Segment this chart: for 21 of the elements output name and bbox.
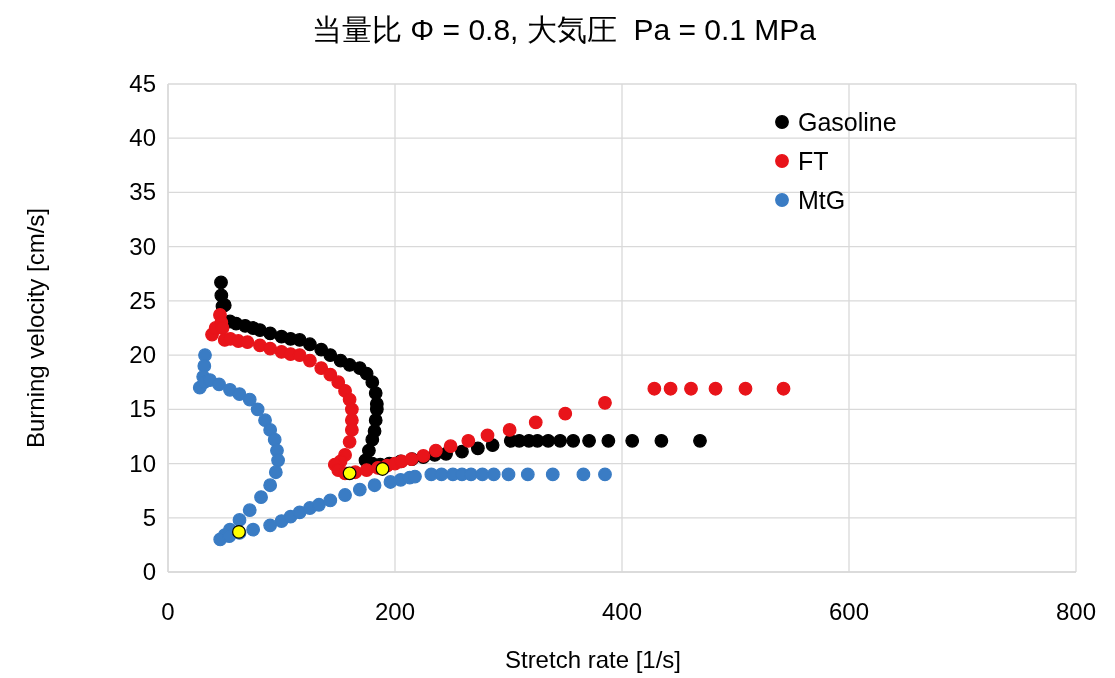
legend-label: FT bbox=[798, 147, 829, 175]
x-tick-label: 0 bbox=[161, 598, 175, 625]
y-tick-label: 15 bbox=[129, 395, 156, 423]
y-tick-label: 30 bbox=[129, 232, 156, 260]
y-tick-label: 20 bbox=[129, 341, 156, 369]
x-tick-label: 600 bbox=[828, 598, 870, 625]
x-tick-label: 400 bbox=[601, 598, 643, 625]
x-tick-label: 200 bbox=[374, 598, 416, 625]
legend-label: Gasoline bbox=[798, 108, 897, 136]
y-tick-label: 0 bbox=[142, 558, 156, 585]
x-axis-title: Stretch rate [1/s] bbox=[504, 646, 682, 673]
x-tick-label: 800 bbox=[1055, 598, 1097, 625]
y-tick-label: 10 bbox=[129, 449, 156, 477]
y-axis-title: Burning velocity [cm/s] bbox=[22, 207, 49, 449]
y-tick-label: 45 bbox=[129, 70, 156, 97]
y-tick-label: 40 bbox=[129, 124, 156, 152]
y-tick-label: 25 bbox=[129, 286, 156, 314]
y-tick-label: 5 bbox=[142, 503, 156, 531]
y-tick-label: 35 bbox=[129, 178, 156, 206]
legend-label: MtG bbox=[798, 186, 846, 214]
chart-title: 当量比 Φ = 0.8, 大気圧 Pa = 0.1 MPa bbox=[311, 13, 817, 46]
